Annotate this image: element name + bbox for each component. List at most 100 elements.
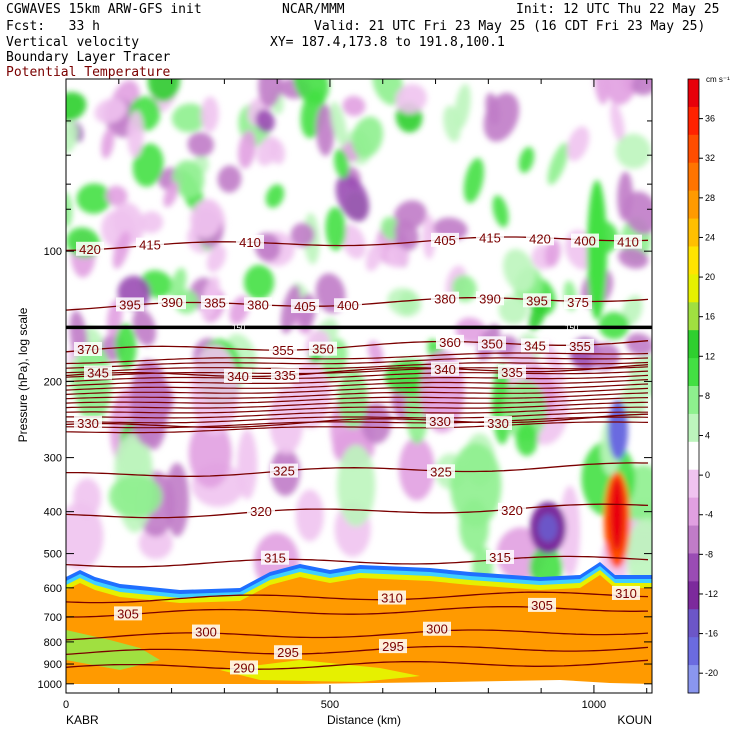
colorbar-swatch	[688, 358, 699, 387]
velocity-cell	[101, 128, 115, 159]
colorbar-swatch	[688, 469, 699, 499]
colorbar-tick-label: -4	[705, 510, 713, 520]
theta-label: 340	[434, 362, 456, 377]
theta-label: 395	[119, 297, 141, 312]
velocity-cell	[265, 184, 285, 208]
velocity-cell	[269, 139, 286, 165]
theta-line	[66, 379, 649, 391]
colorbar-swatch	[688, 246, 699, 275]
velocity-cell	[330, 101, 348, 147]
strong-updraft-core	[610, 479, 624, 551]
velocity-cell	[325, 206, 346, 251]
colorbar-swatch	[688, 386, 699, 415]
field-boundary-layer-tracer: Boundary Layer Tracer	[6, 50, 171, 65]
velocity-cell	[335, 174, 370, 222]
theta-label: 405	[434, 233, 456, 248]
theta-contour-310	[66, 591, 649, 604]
bl-yellow-patch	[220, 660, 420, 682]
velocity-cell	[361, 402, 392, 444]
theta-contour-370	[66, 340, 649, 353]
theta-line	[66, 411, 648, 424]
y-tick-label: 800	[44, 637, 62, 649]
colorbar-frame	[687, 78, 700, 694]
colorbar-tick-label: 28	[705, 193, 715, 203]
velocity-cell	[189, 199, 222, 239]
theta-label: 340	[227, 369, 249, 384]
theta-label: 295	[382, 639, 404, 654]
init-time: Init: 12 UTC Thu 22 May 25	[516, 2, 720, 17]
colorbar-tick-label: -16	[705, 629, 718, 639]
theta-label-bg	[564, 295, 592, 310]
colorbar-swatch	[688, 413, 699, 443]
velocity-cell	[422, 214, 436, 260]
velocity-cell	[498, 295, 529, 325]
theta-label-bg	[224, 368, 252, 383]
y-tick-label: 400	[44, 507, 62, 519]
theta-contour-300	[66, 629, 649, 641]
theta-label-bg	[261, 550, 289, 565]
theta-label-bg	[498, 502, 526, 517]
theta-label-bg	[114, 606, 142, 621]
theta-label: 355	[569, 339, 591, 354]
colorbar-swatch	[688, 581, 699, 610]
theta-label-bg	[247, 504, 275, 519]
y-tick-label: 300	[44, 453, 62, 465]
y-tick-label: 700	[44, 612, 62, 624]
colorbar-swatch	[688, 525, 699, 554]
colorbar-swatch	[688, 79, 699, 108]
theta-label-bg	[84, 365, 112, 380]
theta-label: 360	[439, 335, 461, 350]
theta-label-bg	[271, 368, 299, 383]
velocity-cell	[115, 323, 137, 369]
theta-label-bg	[484, 416, 512, 431]
velocity-cell	[398, 437, 435, 501]
theta-label: 420	[529, 231, 551, 246]
velocity-cell	[340, 224, 366, 260]
field-potential-temperature: Potential Temperature	[6, 65, 171, 80]
theta-label-bg	[476, 230, 504, 245]
colorbar-tick-label: 8	[705, 391, 710, 401]
theta-label-bg	[486, 549, 514, 564]
theta-label: 420	[79, 242, 101, 257]
org-label: NCAR/MMM	[282, 2, 345, 17]
theta-label-bg	[476, 291, 504, 306]
theta-label: 370	[77, 342, 99, 357]
theta-label: 330	[487, 416, 509, 431]
colorbar-tick-label: -12	[705, 589, 718, 599]
theta-label: 405	[294, 299, 316, 314]
theta-line	[66, 406, 648, 419]
theta-label-bg	[521, 338, 549, 353]
theta-label: 305	[531, 598, 553, 613]
velocity-cell	[515, 422, 538, 457]
theta-label: 315	[489, 550, 511, 565]
velocity-cell	[559, 485, 581, 577]
velocity-cell	[243, 264, 275, 300]
velocity-cell	[132, 143, 164, 187]
colorbar-swatch	[688, 665, 699, 694]
velocity-cell	[66, 92, 87, 122]
y-tick-label: 900	[44, 659, 62, 671]
theta-label: 380	[247, 297, 269, 312]
theta-label-bg	[74, 415, 102, 430]
velocity-cell	[188, 419, 232, 488]
colorbar: 36 32 28 24 20 16 12 8 4 0 -4 -8 -12 -16 -20	[687, 78, 718, 694]
tropopause-label: 150	[232, 323, 246, 332]
theta-label-bg	[192, 624, 220, 639]
theta-line	[66, 383, 649, 395]
theta-label: 355	[272, 343, 294, 358]
theta-label-bg	[378, 590, 406, 605]
colorbar-swatch	[688, 330, 699, 359]
boundary-layer	[66, 575, 652, 693]
theta-contour-320	[66, 503, 649, 519]
velocity-cell	[94, 98, 127, 124]
velocity-cell	[351, 116, 384, 159]
velocity-cell	[147, 79, 181, 102]
velocity-cell	[454, 83, 471, 130]
theta-line	[66, 416, 649, 429]
theta-line	[66, 370, 649, 383]
velocity-cell	[502, 248, 536, 293]
y-tick-label: 100	[44, 246, 62, 258]
theta-label: 415	[139, 238, 161, 253]
theta-contour-345	[66, 364, 649, 378]
theta-label: 315	[264, 551, 286, 566]
